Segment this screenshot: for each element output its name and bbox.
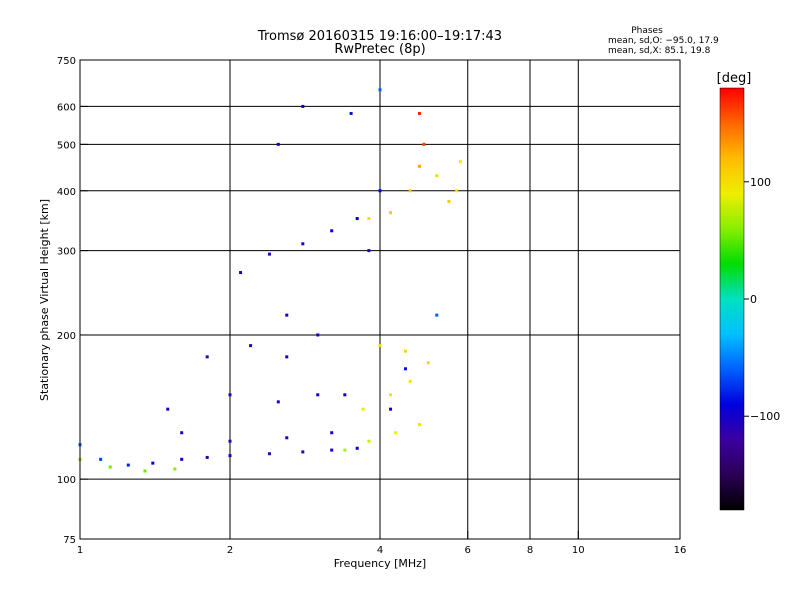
data-point-X [455, 189, 459, 193]
colorbar-ticks: 100 0 −100 [744, 176, 780, 423]
data-point-O [435, 313, 439, 317]
data-point-O [316, 333, 320, 337]
data-point-X [361, 407, 365, 411]
data-point-O [228, 454, 232, 458]
y-tick-label: 100 [57, 475, 76, 486]
y-ticks: 75 100 200 300 400 500 600 750 [57, 56, 88, 546]
x-tick-label: 6 [465, 545, 471, 556]
data-point-O [355, 217, 359, 221]
data-point-X [417, 164, 421, 168]
data-point-X [422, 142, 426, 146]
colorbar-tick-label: 0 [750, 293, 757, 306]
data-point-X [447, 199, 451, 203]
data-point-X [458, 160, 462, 164]
chart-title: Tromsø 20160315 19:16:00–19:17:43 [257, 29, 502, 44]
data-point-O [285, 355, 289, 359]
x-tick-label: 10 [572, 545, 585, 556]
colorbar-label: [deg] [717, 71, 752, 86]
data-point-O [330, 229, 334, 233]
grid-lines [80, 60, 680, 539]
stats-line-x: mean, sd,X: 85.1, 19.8 [608, 46, 711, 56]
data-point-X [343, 448, 347, 452]
data-point-O [239, 271, 243, 275]
data-point-X [435, 174, 439, 178]
data-point-X [408, 379, 412, 383]
data-point-O [285, 313, 289, 317]
data-point-O [126, 463, 130, 467]
data-point-O [180, 431, 184, 435]
y-tick-label: 500 [57, 140, 76, 151]
data-point-O [349, 111, 353, 115]
data-point-O [276, 400, 280, 404]
data-point-O [343, 393, 347, 397]
data-point-O [301, 104, 305, 108]
data-point-X [173, 467, 177, 471]
stats-heading: Phases [631, 26, 663, 36]
x-tick-label: 4 [377, 545, 383, 556]
data-point-X [389, 211, 393, 215]
x-tick-label: 8 [527, 545, 533, 556]
data-point-O [355, 446, 359, 450]
data-point-O [276, 142, 280, 146]
data-point-O [151, 461, 155, 465]
data-point-X [417, 423, 421, 427]
data-point-O [330, 448, 334, 452]
data-point-O [99, 457, 103, 461]
y-tick-label: 400 [57, 187, 76, 198]
data-point-O [267, 252, 271, 256]
data-point-X [389, 393, 393, 397]
x-axis-label: Frequency [MHz] [334, 557, 426, 570]
chart-subtitle: RwPretec (8p) [334, 42, 425, 57]
data-point-X [408, 189, 412, 193]
x-tick-label: 2 [227, 545, 233, 556]
data-point-O [166, 407, 170, 411]
data-point-O [301, 242, 305, 246]
data-point-O [267, 452, 271, 456]
y-tick-label: 75 [63, 535, 76, 546]
data-point-O [249, 344, 253, 348]
data-point-O [228, 393, 232, 397]
data-point-O [403, 367, 407, 371]
data-point-X [143, 469, 147, 473]
data-point-X [403, 349, 407, 353]
data-point-X [367, 217, 371, 221]
data-point-X [378, 344, 382, 348]
data-point-O [180, 457, 184, 461]
y-tick-label: 200 [57, 331, 76, 342]
data-point-O [301, 450, 305, 454]
colorbar-tick-label: 100 [750, 176, 771, 189]
scatter-points [78, 88, 462, 473]
y-tick-label: 750 [57, 56, 76, 67]
colorbar [719, 87, 745, 511]
data-point-X [426, 361, 430, 365]
x-ticks: 1 2 4 6 8 10 16 [77, 531, 687, 556]
x-tick-label: 1 [77, 545, 83, 556]
data-point-O [205, 455, 209, 459]
data-point-X [367, 439, 371, 443]
colorbar-tick-label: −100 [750, 410, 780, 423]
y-tick-label: 600 [57, 102, 76, 113]
data-point-O [316, 393, 320, 397]
data-point-X [394, 431, 398, 435]
x-tick-label: 16 [674, 545, 687, 556]
data-point-O [367, 249, 371, 253]
data-point-O [378, 189, 382, 193]
data-point-O [285, 436, 289, 440]
data-point-O [378, 88, 382, 92]
data-point-O [205, 355, 209, 359]
data-point-O [228, 439, 232, 443]
stats-line-o: mean, sd,O: −95.0, 17.9 [608, 36, 719, 46]
data-point-X [108, 465, 112, 469]
data-point-O [330, 431, 334, 435]
y-axis-label: Stationary phase Virtual Height [km] [38, 199, 51, 401]
y-tick-label: 300 [57, 247, 76, 258]
data-point-X [417, 111, 421, 115]
data-point-O [389, 407, 393, 411]
